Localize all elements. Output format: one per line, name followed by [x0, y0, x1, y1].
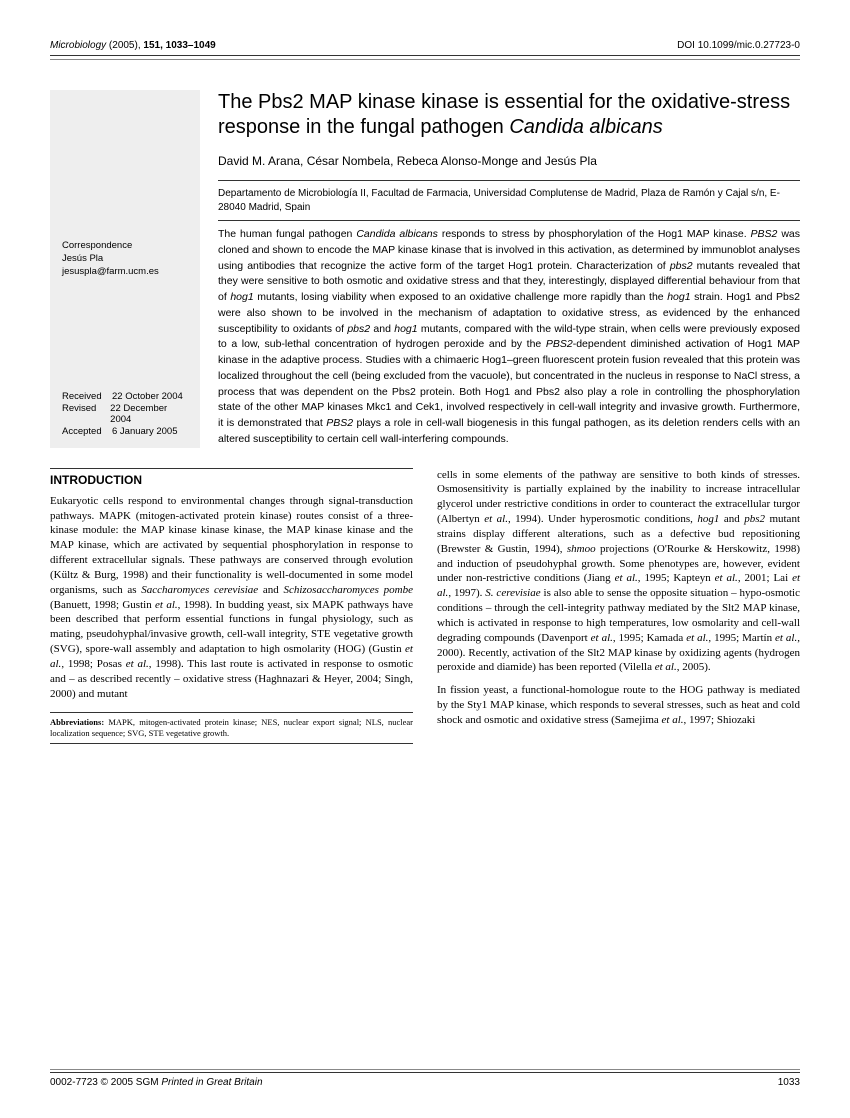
header-doi: DOI 10.1099/mic.0.27723-0: [677, 40, 800, 51]
revised-label: Revised: [62, 403, 110, 425]
footer-page: 1033: [778, 1077, 800, 1088]
rule-1: [218, 180, 800, 181]
accepted-label: Accepted: [62, 426, 112, 437]
footer-left: 0002-7723 © 2005 SGM Printed in Great Br…: [50, 1077, 263, 1088]
accepted-date: 6 January 2005: [112, 426, 178, 437]
column-right: cells in some elements of the pathway ar…: [437, 468, 800, 744]
journal-name: Microbiology: [50, 40, 106, 51]
affiliation: Departamento de Microbiología II, Facult…: [218, 187, 800, 214]
abstract: The human fungal pathogen Candida albica…: [218, 227, 800, 448]
authors: David M. Arana, César Nombela, Rebeca Al…: [218, 154, 800, 168]
header-rule: [50, 59, 800, 60]
main-column: The Pbs2 MAP kinase kinase is essential …: [218, 90, 800, 448]
revised-row: Revised 22 December 2004: [62, 403, 188, 425]
title-text: The Pbs2 MAP kinase kinase is essential …: [218, 91, 790, 138]
sidebar-dates: Received 22 October 2004 Revised 22 Dece…: [62, 391, 188, 438]
body-section: INTRODUCTION Eukaryotic cells respond to…: [50, 468, 800, 744]
received-row: Received 22 October 2004: [62, 391, 188, 402]
footer-inner: 0002-7723 © 2005 SGM Printed in Great Br…: [50, 1072, 800, 1088]
received-date: 22 October 2004: [112, 391, 183, 402]
abbreviations-box: Abbreviations: MAPK, mitogen-activated p…: [50, 712, 413, 744]
abbrev-label: Abbreviations:: [50, 717, 104, 727]
header-bar: Microbiology (2005), 151, 1033–1049 DOI …: [50, 40, 800, 56]
column-left: INTRODUCTION Eukaryotic cells respond to…: [50, 468, 413, 744]
corr-name: Jesús Pla: [62, 253, 188, 264]
accepted-row: Accepted 6 January 2005: [62, 426, 188, 437]
intro-para-3: In fission yeast, a functional-homologue…: [437, 683, 800, 728]
title-species: Candida albicans: [509, 116, 662, 138]
revised-date: 22 December 2004: [110, 403, 188, 425]
sidebar: Correspondence Jesús Pla jesuspla@farm.u…: [50, 90, 200, 448]
intro-para-2: cells in some elements of the pathway ar…: [437, 468, 800, 676]
header-left: Microbiology (2005), 151, 1033–1049: [50, 40, 216, 51]
top-section: Correspondence Jesús Pla jesuspla@farm.u…: [50, 90, 800, 448]
sidebar-corr: Correspondence Jesús Pla jesuspla@farm.u…: [62, 240, 188, 285]
footer: 0002-7723 © 2005 SGM Printed in Great Br…: [50, 1069, 800, 1088]
footer-code: 0002-7723: [50, 1077, 98, 1088]
footer-printed: Printed in Great Britain: [161, 1077, 262, 1088]
intro-para-1: Eukaryotic cells respond to environmenta…: [50, 494, 413, 702]
intro-heading: INTRODUCTION: [50, 468, 413, 488]
journal-year: (2005),: [109, 40, 141, 51]
journal-volpages: 151, 1033–1049: [143, 40, 215, 51]
corr-label: Correspondence: [62, 240, 188, 251]
footer-copyright: © 2005 SGM: [101, 1077, 159, 1088]
rule-2: [218, 220, 800, 221]
corr-email: jesuspla@farm.ucm.es: [62, 266, 188, 277]
abbrev-text: MAPK, mitogen-activated protein kinase; …: [50, 717, 413, 738]
received-label: Received: [62, 391, 112, 402]
sidebar-top: [62, 100, 188, 240]
article-title: The Pbs2 MAP kinase kinase is essential …: [218, 90, 800, 140]
